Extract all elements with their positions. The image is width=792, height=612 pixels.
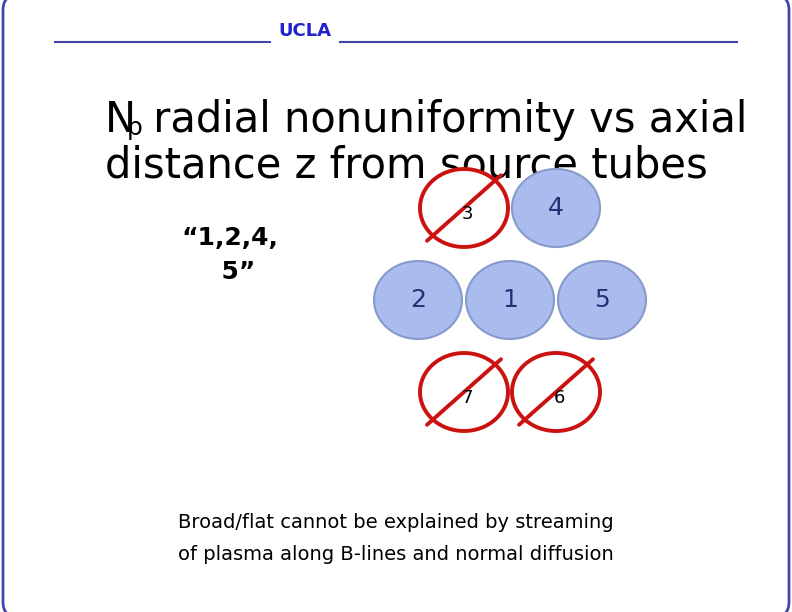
Ellipse shape [420, 169, 508, 247]
FancyBboxPatch shape [3, 0, 789, 612]
Text: 5: 5 [594, 288, 610, 312]
Ellipse shape [512, 169, 600, 247]
Text: 4: 4 [548, 196, 564, 220]
Text: 7: 7 [461, 389, 473, 407]
Text: radial nonuniformity vs axial: radial nonuniformity vs axial [140, 99, 748, 141]
Text: UCLA: UCLA [279, 22, 332, 40]
Ellipse shape [558, 261, 646, 339]
Ellipse shape [374, 261, 462, 339]
Text: Broad/flat cannot be explained by streaming: Broad/flat cannot be explained by stream… [178, 512, 614, 531]
Text: of plasma along B-lines and normal diffusion: of plasma along B-lines and normal diffu… [178, 545, 614, 564]
Text: distance z from source tubes: distance z from source tubes [105, 144, 708, 186]
Text: N: N [105, 99, 136, 141]
Ellipse shape [512, 353, 600, 431]
Ellipse shape [466, 261, 554, 339]
Text: 1: 1 [502, 288, 518, 312]
Text: 2: 2 [410, 288, 426, 312]
Ellipse shape [420, 353, 508, 431]
Text: p: p [127, 116, 143, 140]
Text: 3: 3 [461, 205, 473, 223]
Text: 6: 6 [554, 389, 565, 407]
Text: “1,2,4,
  5”: “1,2,4, 5” [181, 226, 279, 284]
